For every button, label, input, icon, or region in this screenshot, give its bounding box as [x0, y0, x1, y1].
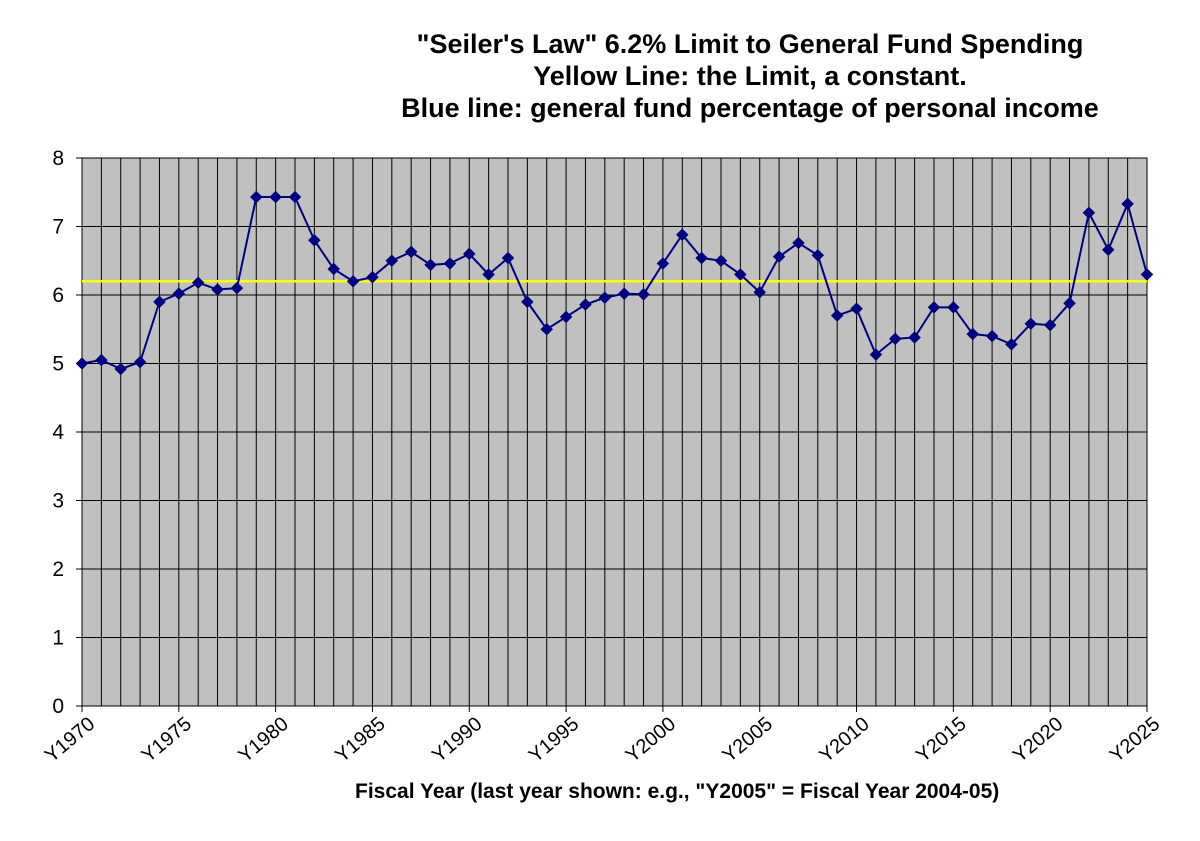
x-tick-label: Y1985 [331, 713, 389, 767]
data-point-marker [1140, 268, 1154, 281]
y-tick-label: 8 [52, 147, 64, 170]
data-point-marker [1063, 296, 1076, 310]
data-point-marker [133, 355, 147, 369]
data-point-marker [656, 257, 670, 270]
x-axis-ticks: Y1970 Y1975 Y1980 Y1985 Y1990 Y1995 Y2000 Y2005… [41, 706, 1164, 767]
x-tick-label: Y1990 [428, 713, 486, 767]
y-tick-label: 7 [52, 216, 64, 239]
series-markers [75, 190, 1154, 376]
data-point-marker [211, 283, 224, 296]
data-point-marker [947, 300, 960, 314]
y-tick-label: 3 [52, 490, 64, 513]
data-point-marker [482, 268, 495, 281]
data-point-marker [153, 295, 166, 309]
x-tick-label: Y1980 [234, 713, 292, 767]
x-tick-label: Y2005 [718, 713, 776, 767]
data-point-marker [772, 250, 786, 263]
y-tick-label: 5 [52, 353, 64, 376]
data-point-marker [95, 353, 108, 367]
x-tick-label: Y1995 [525, 713, 583, 767]
data-point-marker [869, 348, 883, 361]
data-point-marker [501, 251, 515, 265]
data-point-marker [424, 258, 437, 272]
data-point-marker [579, 298, 592, 311]
data-point-marker [75, 357, 89, 370]
data-point-marker [230, 281, 244, 295]
data-point-marker [114, 362, 128, 376]
data-point-marker [1024, 317, 1038, 331]
data-point-marker [559, 310, 573, 324]
data-point-marker [288, 190, 302, 204]
chart-title-line-3: Blue line: general fund percentage of pe… [401, 93, 1099, 123]
data-point-marker [462, 247, 476, 261]
data-point-marker [540, 322, 554, 336]
data-point-marker [714, 254, 728, 268]
data-point-marker [172, 287, 186, 300]
y-tick-label: 1 [52, 627, 64, 650]
y-axis-ticks: 0 1 2 3 4 5 6 7 8 [52, 147, 82, 718]
data-point-marker [191, 276, 205, 290]
data-point-marker [1082, 206, 1096, 220]
data-point-marker [1101, 243, 1115, 257]
data-point-marker [443, 257, 457, 270]
data-point-marker [1005, 337, 1018, 351]
data-point-marker [598, 291, 612, 305]
data-point-marker [521, 295, 534, 309]
y-tick-label: 2 [52, 558, 64, 581]
x-tick-label: Y2010 [815, 713, 873, 767]
x-tick-label: Y2025 [1106, 713, 1164, 767]
data-point-marker [985, 329, 999, 343]
data-point-marker [1043, 318, 1057, 332]
data-point-marker [792, 236, 805, 250]
data-point-marker [850, 302, 863, 316]
data-point-marker [908, 331, 921, 344]
data-point-marker [249, 190, 263, 204]
data-point-marker [269, 190, 282, 204]
data-point-marker [637, 287, 650, 301]
data-point-marker [1121, 197, 1134, 211]
horizontal-gridlines [82, 157, 1147, 707]
data-point-marker [888, 332, 902, 346]
y-tick-label: 0 [52, 695, 64, 718]
chart-title-line-1: "Seiler's Law" 6.2% Limit to General Fun… [416, 29, 1084, 59]
x-tick-label: Y2000 [622, 713, 680, 767]
data-point-marker [966, 327, 980, 341]
x-tick-label: Y1970 [41, 713, 99, 767]
chart-title-line-2: Yellow Line: the Limit, a constant. [533, 61, 967, 91]
data-point-marker [927, 300, 941, 314]
data-point-marker [675, 228, 689, 242]
data-point-marker [811, 248, 825, 262]
y-tick-label: 6 [52, 284, 64, 307]
x-tick-label: Y2020 [1009, 713, 1067, 767]
data-point-marker [366, 270, 379, 284]
data-point-marker [753, 285, 767, 299]
y-tick-label: 4 [52, 421, 64, 444]
data-point-marker [617, 287, 631, 300]
data-point-marker [346, 274, 360, 288]
data-point-marker [385, 254, 399, 268]
data-point-marker [734, 268, 747, 281]
x-tick-label: Y2015 [912, 713, 970, 767]
x-tick-label: Y1975 [138, 713, 196, 767]
data-point-marker [695, 251, 708, 265]
x-axis-title: Fiscal Year (last year shown: e.g., "Y20… [355, 780, 1000, 803]
chart-title: "Seiler's Law" 6.2% Limit to General Fun… [320, 28, 1180, 124]
data-point-marker [308, 233, 321, 247]
data-point-marker [830, 309, 844, 322]
data-point-marker [327, 262, 341, 276]
data-point-marker [404, 245, 418, 259]
